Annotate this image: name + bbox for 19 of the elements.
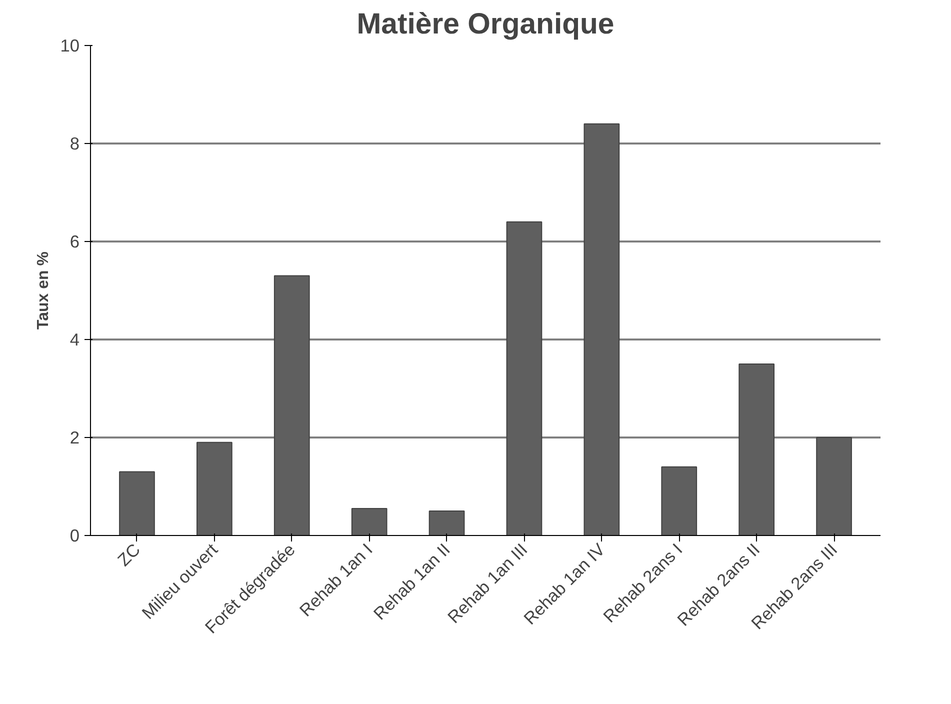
bar: [506, 221, 542, 536]
bar: [738, 364, 775, 536]
y-tick-label: 8: [70, 134, 80, 154]
y-axis-title: Taux en %: [35, 252, 52, 330]
chart-title: Matière Organique: [356, 8, 614, 40]
y-tick-label: 0: [70, 526, 80, 546]
bar: [119, 471, 155, 536]
y-tick-label: 10: [60, 36, 80, 56]
x-tick-label: ZC: [114, 539, 144, 570]
bar: [274, 275, 310, 536]
bar: [196, 442, 232, 536]
y-tick-label: 4: [70, 330, 80, 350]
bar: [816, 437, 852, 536]
y-tick-label: 6: [70, 232, 80, 252]
bar: [428, 510, 465, 536]
bar: [661, 466, 698, 536]
bar: [584, 123, 620, 536]
y-tick-label: 2: [70, 428, 80, 448]
bar: [351, 508, 388, 536]
